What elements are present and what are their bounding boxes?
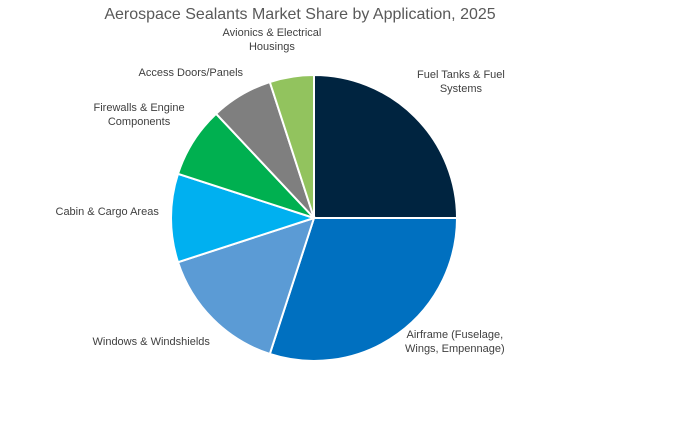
slice-label-line: Systems bbox=[439, 83, 483, 95]
slice-label: Cabin & Cargo Areas bbox=[56, 205, 159, 219]
slice-label-line: Cabin & Cargo Areas bbox=[55, 206, 159, 218]
slice-label-line: Wings, Empennage) bbox=[405, 343, 505, 355]
slice-label-line: Components bbox=[107, 116, 171, 128]
slice-label: Fuel Tanks & Fuel Systems bbox=[417, 68, 505, 96]
pie-slice bbox=[170, 172, 318, 264]
slice-label: Windows & Windshields bbox=[93, 335, 210, 349]
chart-title: Aerospace Sealants Market Share by Appli… bbox=[104, 6, 496, 23]
slice-label-line: Airframe (Fuselage, bbox=[406, 329, 504, 341]
slice-label-line: Avionics & Electrical bbox=[222, 27, 322, 39]
pie-slice bbox=[268, 217, 459, 362]
slice-label-line: Housings bbox=[248, 41, 295, 53]
slice-label: Access Doors/Panels bbox=[139, 66, 244, 80]
slice-label: Firewalls & Engine Components bbox=[94, 101, 185, 129]
pie-slice bbox=[313, 73, 459, 219]
slice-label-line: Access Doors/Panels bbox=[138, 67, 244, 79]
slice-label-line: Fuel Tanks & Fuel bbox=[417, 69, 505, 81]
slice-label-line: Windows & Windshields bbox=[92, 336, 210, 348]
slice-label: Avionics & Electrical Housings bbox=[223, 26, 322, 54]
slice-label-line: Firewalls & Engine bbox=[93, 102, 185, 114]
pie-slice bbox=[268, 73, 315, 219]
slice-label: Airframe (Fuselage, Wings, Empennage) bbox=[405, 328, 505, 356]
